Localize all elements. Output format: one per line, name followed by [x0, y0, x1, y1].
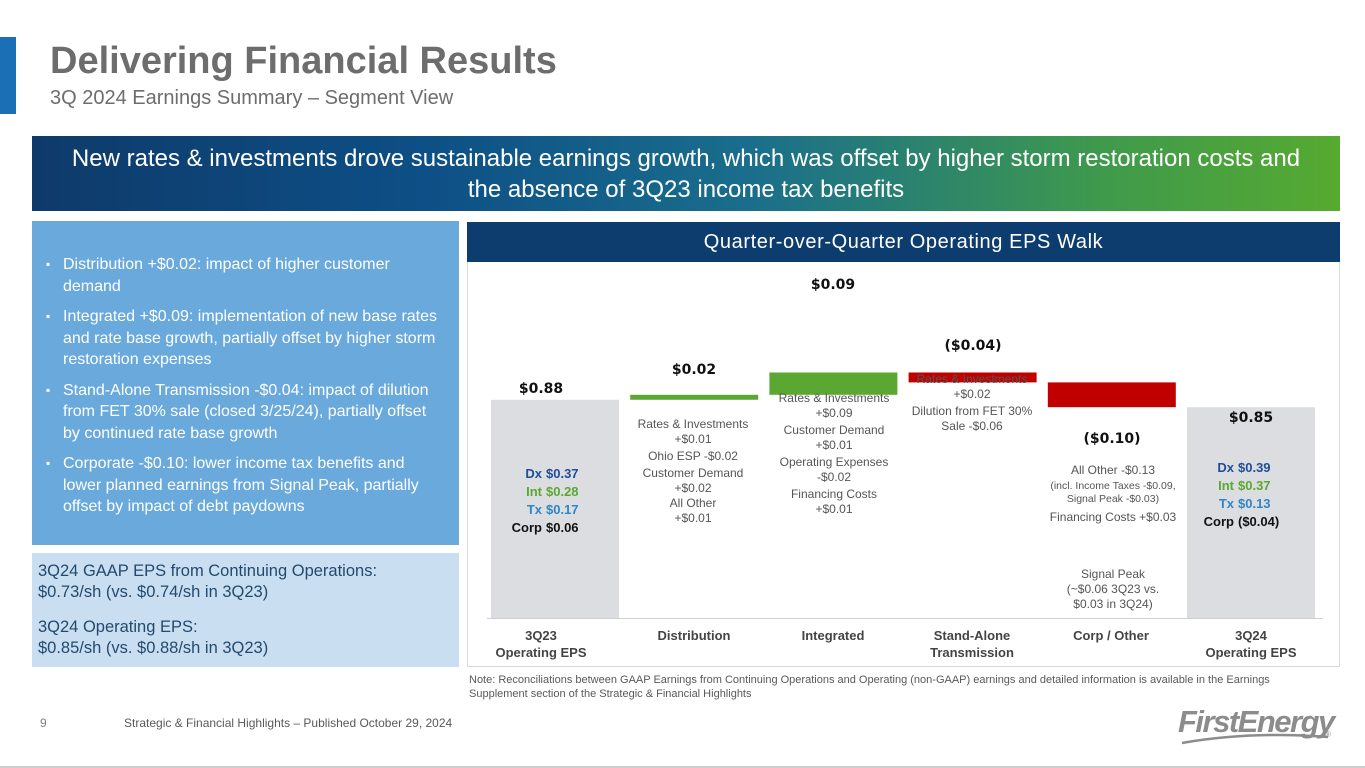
data-label-transmission: ($0.04) [944, 338, 1002, 354]
bullet-corporate: ▪ Corporate -$0.10: lower income tax bene… [46, 453, 445, 518]
firstenergy-logo: FirstEnergy [1178, 704, 1335, 739]
gaap-eps-value: $0.73/sh (vs. $0.74/sh in 3Q23) [38, 583, 269, 601]
end-segment-dx: Dx $0.39 [1217, 460, 1271, 475]
end-segment-table: Dx $0.39 Int $0.37 Tx $0.13 Corp ($0.04) [1200, 459, 1280, 531]
distribution-annotation: Rates & Investments +$0.01 Ohio ESP -$0.… [637, 417, 749, 525]
footer-text: Strategic & Financial Highlights – Publi… [124, 716, 453, 730]
page-number: 9 [40, 716, 47, 730]
data-label-corp-other: ($0.10) [1083, 431, 1141, 447]
chart-title: Quarter-over-Quarter Operating EPS Walk [467, 222, 1340, 262]
bullet-distribution: ▪ Distribution +$0.02: impact of higher c… [46, 254, 445, 297]
end-segment-int: Int $0.37 [1218, 478, 1271, 493]
bar-3q24-operating-eps [1187, 407, 1315, 618]
bullet-corporate-text: Corporate -$0.10: lower income tax benef… [63, 455, 419, 515]
footnote: Note: Reconciliations between GAAP Earni… [469, 674, 1270, 700]
start-segment-int: Int $0.28 [526, 484, 579, 499]
bar-corp-other [1047, 382, 1176, 408]
bullet-transmission-text: Stand-Alone Transmission -$0.04: impact … [63, 381, 429, 442]
bullet-square-icon: ▪ [46, 309, 51, 323]
transmission-annotation: Rates & Investments +$0.02 Dilution from… [911, 372, 1033, 433]
bar-stand-alone-transmission [908, 372, 1037, 383]
segment-bullets-panel: ▪ Distribution +$0.02: impact of higher c… [32, 221, 459, 545]
page-subtitle: 3Q 2024 Earnings Summary – Segment View [50, 87, 454, 109]
headline-banner-text: New rates & investments drove sustainabl… [71, 144, 1301, 203]
bullet-square-icon: ▪ [46, 382, 51, 397]
data-label-3q23: $0.88 [518, 381, 564, 397]
bottom-rule [0, 766, 1365, 768]
tick-label-transmission: Stand-Alone Transmission [930, 628, 1014, 660]
start-segment-table: Dx $0.37 Int $0.28 Tx $0.17 Corp $0.06 [508, 465, 579, 537]
logo-swoosh-icon [1181, 733, 1329, 745]
start-segment-corp: Corp $0.06 [511, 520, 579, 535]
tick-label-3q23: 3Q23 Operating EPS [495, 628, 587, 660]
start-segment-dx: Dx $0.37 [525, 466, 579, 481]
integrated-annotation: Rates & Investments +$0.09 Customer Dema… [778, 391, 890, 516]
page-title: Delivering Financial Results [50, 40, 557, 82]
signal-peak-annotation: Signal Peak (~$0.06 3Q23 vs. $0.03 in 3Q… [1066, 567, 1160, 611]
tick-label-3q24: 3Q24 Operating EPS [1205, 628, 1297, 660]
bar-3q23-operating-eps [491, 399, 619, 618]
bar-distribution [630, 394, 759, 400]
bullet-transmission: ▪ Stand-Alone Transmission -$0.04: impact… [46, 380, 445, 445]
operating-eps-value: $0.85/sh (vs. $0.88/sh in 3Q23) [38, 639, 269, 657]
tick-label-distribution: Distribution [657, 628, 731, 643]
end-segment-tx: Tx $0.13 [1218, 496, 1271, 511]
bullet-square-icon: ▪ [46, 257, 51, 271]
bar-integrated [769, 372, 898, 395]
bullet-integrated-text: Integrated +$0.09: implementation of new… [63, 308, 438, 368]
tick-label-integrated: Integrated [801, 628, 865, 643]
data-label-distribution: $0.02 [671, 362, 717, 378]
registered-mark: ® [1325, 730, 1331, 739]
chart-frame [467, 262, 1340, 667]
title-accent-bar [0, 37, 16, 114]
eps-summary-panel: 3Q24 GAAP EPS from Continuing Operations… [32, 553, 459, 667]
bullet-distribution-text: Distribution +$0.02: impact of higher cu… [63, 256, 390, 295]
data-label-integrated: $0.09 [810, 277, 856, 293]
start-segment-tx: Tx $0.17 [526, 502, 579, 517]
tick-label-corp-other: Corp / Other [1073, 628, 1149, 643]
eps-walk-chart [487, 372, 1323, 619]
bullet-square-icon: ▪ [46, 456, 51, 470]
gaap-eps-label: 3Q24 GAAP EPS from Continuing Operations… [38, 562, 378, 580]
operating-eps-label: 3Q24 Operating EPS: [38, 618, 198, 636]
data-label-3q24: $0.85 [1228, 410, 1274, 426]
headline-banner: New rates & investments drove sustainabl… [32, 136, 1340, 211]
bullet-integrated: ▪ Integrated +$0.09: implementation of ne… [46, 306, 445, 371]
end-segment-corp: Corp ($0.04) [1203, 514, 1280, 529]
corp-other-annotation: All Other -$0.13 (incl. Income Taxes -$0… [1049, 463, 1177, 524]
